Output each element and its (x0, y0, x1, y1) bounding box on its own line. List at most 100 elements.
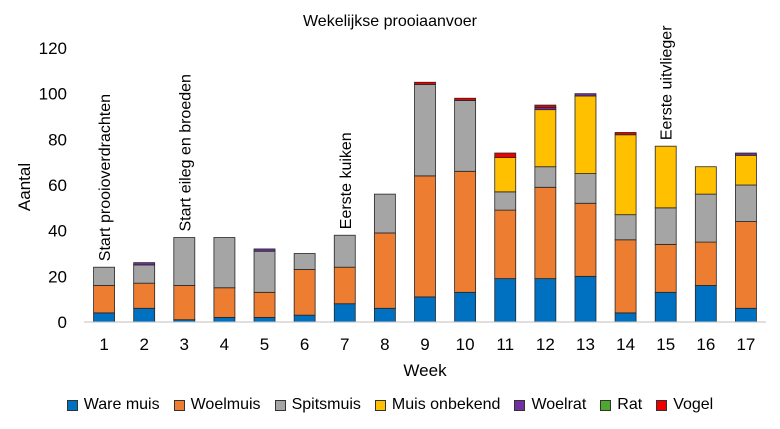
bar-segment (213, 237, 236, 289)
bar-segment (414, 84, 436, 177)
x-tick-label: 9 (420, 335, 429, 354)
bar-segment (293, 253, 316, 270)
legend-swatch (66, 399, 78, 411)
legend-label: Woelrat (531, 396, 587, 413)
bar-segment (253, 317, 276, 323)
bar-segment (213, 317, 236, 323)
x-tick-label: 4 (220, 335, 229, 354)
legend-swatch (374, 399, 386, 411)
bar-segment (133, 264, 156, 284)
bar-segment (694, 193, 717, 243)
y-tick-label: 120 (39, 39, 67, 58)
y-tick-label: 100 (39, 85, 67, 104)
bar-segment (694, 241, 717, 286)
bar-segment (494, 152, 517, 159)
bar-segment (574, 202, 597, 277)
y-tick-label: 20 (48, 267, 67, 286)
annotation-label: Start eileg en broeden (177, 74, 194, 231)
annotation-label: Eerste kuiken (338, 132, 355, 229)
y-tick-label: 40 (48, 222, 67, 241)
annotation-label: Start prooioverdrachten (97, 94, 114, 261)
y-tick-label: 60 (48, 176, 67, 195)
legend-label: Ware muis (83, 396, 160, 413)
bar-segment (694, 166, 717, 195)
x-tick-label: 5 (260, 335, 269, 354)
x-axis-ticks: 1 2 3 4 5 6 7 8 9 10 11 12 13 14 15 16 17 (99, 335, 755, 354)
bar-segment (614, 132, 637, 136)
y-axis-ticks: 0 20 40 60 80 100 120 (39, 39, 67, 332)
bar-segment (534, 166, 557, 188)
bar-segment (454, 97, 477, 101)
bar-segment (373, 232, 396, 309)
bar-segment (253, 250, 276, 293)
x-tick-label: 8 (380, 335, 389, 354)
bar-segment (614, 214, 637, 241)
bar-segment (614, 239, 637, 314)
bar-segment (253, 291, 276, 318)
bar-segment (93, 312, 115, 323)
legend-item: Woelrat (514, 396, 586, 414)
x-tick-label: 7 (340, 335, 349, 354)
bar-segment (614, 134, 637, 216)
bar-segment (614, 312, 637, 323)
bar-segment (333, 266, 356, 305)
bar-segment (373, 193, 396, 234)
bar-segment (173, 285, 196, 321)
x-tick-label: 16 (696, 335, 715, 354)
bar-segment (574, 95, 597, 174)
bar-segment (735, 307, 757, 323)
bar-segment (534, 104, 557, 108)
bar-segment (173, 237, 196, 286)
legend-label: Rat (617, 396, 643, 413)
x-axis-label: Week (403, 361, 447, 380)
bar-segment (373, 307, 396, 323)
legend-label: Spitsmuis (291, 396, 361, 413)
legend-swatch (656, 399, 668, 411)
bar-segment (534, 278, 557, 323)
bar-segment (534, 186, 557, 280)
legend-swatch (514, 399, 526, 411)
x-tick-label: 15 (656, 335, 675, 354)
annotation-label: Eerste uitvlieger (659, 25, 676, 140)
bar-segment (735, 154, 757, 186)
x-tick-label: 17 (736, 335, 755, 354)
annotations: Start prooioverdrachten Start eileg en br… (97, 25, 676, 261)
x-tick-label: 1 (99, 335, 108, 354)
legend: Ware muis Woelmuis Spitsmuis Muis onbekend W… (0, 396, 780, 414)
bar-segment (414, 296, 436, 323)
x-tick-label: 12 (536, 335, 555, 354)
bar-segment (93, 266, 115, 286)
bar-segment (735, 184, 757, 222)
bar-segment (213, 287, 236, 318)
bar-segment (333, 303, 356, 323)
legend-item: Woelmuis (173, 396, 261, 414)
bar-segment (735, 221, 757, 309)
bar-segment (654, 145, 677, 209)
bar-segment (654, 207, 677, 245)
chart-svg: Wekelijkse prooiaanvoer Aantal Week 0 20 4… (15, 13, 766, 380)
legend-label: Woelmuis (190, 396, 261, 413)
bar-segment (133, 282, 156, 309)
legend-item: Vogel (656, 396, 713, 414)
x-tick-label: 14 (616, 335, 635, 354)
bar-segment (494, 191, 517, 211)
legend-item: Ware muis (66, 396, 160, 414)
bar-segment (293, 269, 316, 316)
legend-item: Muis onbekend (374, 396, 500, 414)
x-tick-label: 13 (576, 335, 595, 354)
x-tick-label: 2 (139, 335, 148, 354)
bar-segment (735, 152, 757, 156)
bar-segment (574, 173, 597, 204)
bar-segment (414, 81, 436, 85)
chart-title: Wekelijkse prooiaanvoer (303, 13, 478, 30)
legend-label: Vogel (673, 396, 714, 413)
bars (93, 81, 757, 323)
bar-segment (133, 307, 156, 323)
bar-segment (694, 285, 717, 323)
bar-segment (93, 285, 115, 314)
legend-swatch (173, 399, 185, 411)
y-tick-label: 80 (48, 130, 67, 149)
x-tick-label: 10 (456, 335, 475, 354)
bar-segment (574, 93, 597, 97)
